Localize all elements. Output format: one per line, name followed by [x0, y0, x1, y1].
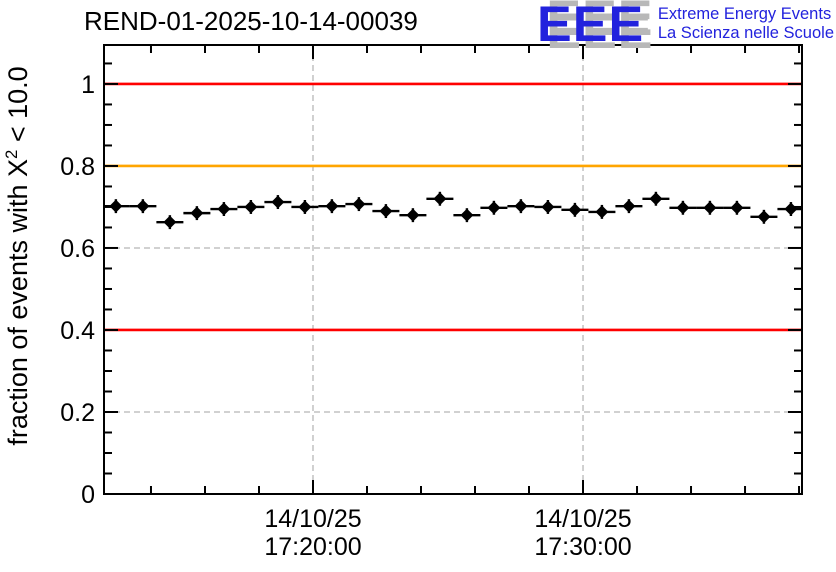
y-axis-title-pre: fraction of events with X	[3, 159, 33, 446]
data-point	[487, 201, 501, 215]
data-point	[514, 199, 528, 213]
data-point	[757, 210, 771, 224]
data-point	[730, 201, 744, 215]
data-point	[244, 200, 258, 214]
eee-logo-line2: La Scienza nelle Scuole	[657, 24, 834, 42]
y-axis-title-post: < 10.0	[3, 66, 33, 150]
data-point	[109, 199, 123, 213]
data-point	[703, 201, 717, 215]
y-tick-label: 0.6	[60, 235, 95, 263]
data-point	[784, 202, 798, 216]
y-tick-label: 0.4	[60, 317, 95, 345]
eee-logo-text: Extreme Energy Events La Scienza nelle S…	[658, 2, 834, 43]
y-tick-label: 1	[81, 71, 95, 99]
data-point	[298, 200, 312, 214]
data-point	[190, 206, 204, 220]
eee-logo: EEE Extreme Energy Events La Scienza nel…	[536, 0, 834, 52]
data-point	[433, 192, 447, 206]
data-point	[352, 197, 366, 211]
y-axis-title: fraction of events with X2 < 10.0	[2, 16, 46, 496]
eee-logo-line1: Extreme Energy Events	[657, 5, 832, 23]
data-point	[622, 199, 636, 213]
data-point	[217, 202, 231, 216]
x-tick-label-date: 14/10/25	[264, 505, 361, 533]
data-point	[325, 199, 339, 213]
data-point	[163, 215, 177, 229]
page-title: REND-01-2025-10-14-00039	[84, 6, 418, 36]
y-tick-label: 0.2	[60, 399, 95, 427]
data-point	[271, 195, 285, 209]
data-point	[406, 208, 420, 222]
y-tick-label: 0	[81, 481, 95, 509]
data-point	[649, 192, 663, 206]
data-point	[460, 208, 474, 222]
x-tick-label-time: 17:20:00	[264, 533, 361, 561]
plot-frame	[103, 44, 803, 495]
data-point	[379, 204, 393, 218]
data-point	[541, 200, 555, 214]
x-tick-label-time: 17:30:00	[534, 533, 631, 561]
y-tick-label: 0.8	[60, 153, 95, 181]
eee-logo-acronym: EEE	[536, 0, 644, 52]
data-point	[676, 201, 690, 215]
y-axis-title-sup: 2	[2, 149, 21, 159]
x-tick-label-date: 14/10/25	[534, 505, 631, 533]
data-point	[136, 199, 150, 213]
data-point	[568, 203, 582, 217]
data-point	[595, 205, 609, 219]
